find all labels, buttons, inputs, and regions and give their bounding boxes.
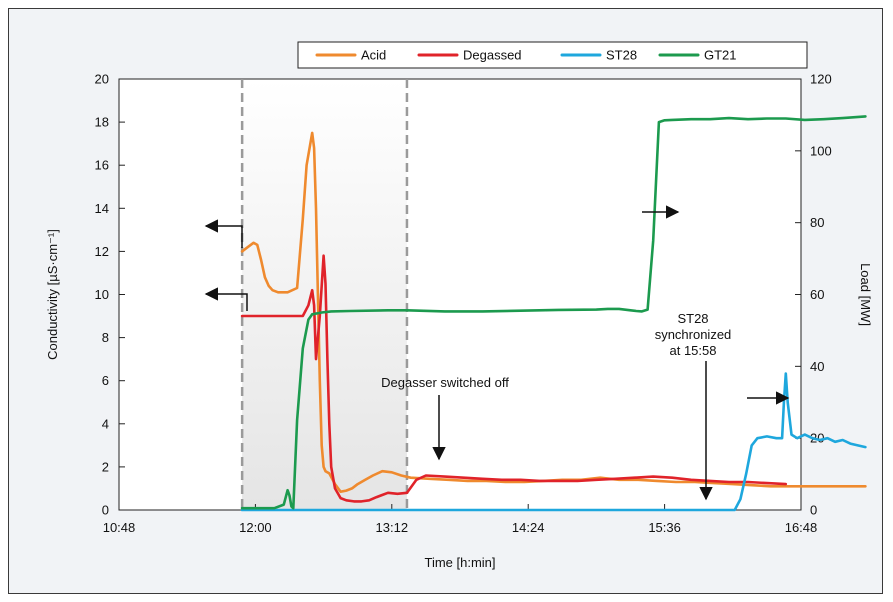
y-left-tick-label: 8 (102, 330, 109, 345)
x-tick-label: 10:48 (103, 520, 136, 535)
y-right-tick-label: 80 (810, 215, 824, 230)
y-left-tick-label: 20 (95, 72, 109, 87)
y-left-axis-title: Conductivity [µS·cm⁻¹] (45, 229, 60, 360)
y-left-tick-label: 6 (102, 373, 109, 388)
x-tick-label: 15:36 (648, 520, 681, 535)
y-left-tick-label: 4 (102, 416, 109, 431)
x-tick-label: 12:00 (239, 520, 272, 535)
series-line-acid (240, 131, 867, 494)
legend-label-degassed: Degassed (463, 48, 522, 63)
legend-box (297, 41, 808, 69)
acid-axis-arrow (204, 219, 243, 248)
y-left-tick-label: 10 (95, 287, 109, 302)
y-right-tick-label: 120 (810, 72, 832, 87)
chart-frame: 10:48 12:00 13:12 14:24 15:36 16:48 0 2 4 6 8 10 12 1… (8, 8, 883, 594)
chart-canvas: 10:48 12:00 13:12 14:24 15:36 16:48 0 2 4 6 8 10 12 1… (45, 41, 873, 570)
st28-annotation-line1: ST28 (677, 311, 708, 326)
y-right-tick-label: 100 (810, 143, 832, 158)
y-right-tick-label: 0 (810, 503, 817, 518)
y-left-tick-label: 0 (102, 503, 109, 518)
x-tick-label: 14:24 (512, 520, 545, 535)
y-right-axis-title: Load [MW] (858, 263, 873, 326)
st28-annotation-line3: at 15:58 (670, 343, 717, 358)
legend-label-st28: ST28 (606, 48, 637, 63)
x-tick-label: 13:12 (376, 520, 409, 535)
legend-label-gt21: GT21 (704, 48, 737, 63)
st28-annotation-line2: synchronized (655, 327, 732, 342)
y-right-tick-label: 60 (810, 287, 824, 302)
y-left-tick-label: 14 (95, 201, 109, 216)
degasser-annotation: Degasser switched off (381, 375, 509, 390)
x-tick-label: 16:48 (785, 520, 818, 535)
y-right-tick-label: 40 (810, 359, 824, 374)
series-line-st28 (240, 372, 867, 512)
y-left-tick-label: 12 (95, 244, 109, 259)
y-left-tick-label: 18 (95, 115, 109, 130)
y-left-tick-label: 16 (95, 158, 109, 173)
y-left-tick-label: 2 (102, 459, 109, 474)
series-line-gt21 (240, 115, 867, 510)
x-axis-title: Time [h:min] (424, 555, 495, 570)
series-line-degassed (240, 254, 788, 503)
legend-label-acid: Acid (361, 48, 386, 63)
degassed-axis-arrow (204, 287, 248, 311)
